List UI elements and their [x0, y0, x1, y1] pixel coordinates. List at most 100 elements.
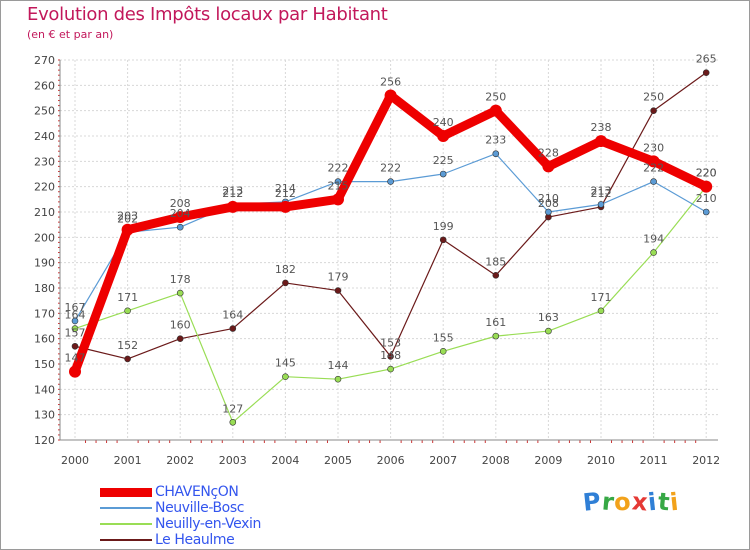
data-label: 213 [222, 184, 243, 197]
data-point [387, 178, 394, 185]
y-tick-label: 200 [34, 231, 55, 244]
data-point [545, 208, 552, 216]
y-tick-label: 180 [34, 282, 55, 295]
data-point [702, 208, 710, 216]
x-tick-label: 2000 [61, 454, 89, 467]
data-label: 153 [380, 336, 401, 349]
data-point [124, 307, 131, 315]
data-label: 213 [591, 184, 612, 197]
plot-area [60, 60, 718, 440]
data-point [437, 130, 450, 142]
data-label: 210 [538, 192, 559, 205]
y-tick-label: 210 [34, 206, 55, 219]
data-point [650, 249, 657, 256]
data-label: 208 [538, 197, 559, 210]
y-tick-label: 260 [34, 79, 55, 92]
data-label: 185 [485, 255, 506, 268]
x-tick-label: 2001 [114, 454, 142, 467]
data-label: 160 [170, 319, 191, 332]
y-tick-label: 230 [34, 155, 55, 168]
data-point [124, 355, 131, 363]
x-tick-label: 2009 [534, 454, 562, 467]
data-point [226, 200, 239, 213]
data-label: 194 [643, 233, 664, 246]
data-point [279, 200, 292, 213]
data-label: 155 [433, 331, 454, 344]
data-label: 171 [591, 291, 612, 304]
data-label: 222 [643, 162, 664, 175]
data-point [282, 373, 289, 380]
data-point [69, 365, 81, 378]
data-point [492, 272, 500, 279]
y-tick-label: 140 [34, 383, 55, 396]
logo-letter: i [668, 487, 681, 517]
y-tick-label: 160 [34, 333, 55, 346]
data-label: 202 [117, 212, 138, 225]
x-tick-label: 2010 [587, 454, 615, 467]
data-label: 230 [643, 141, 664, 154]
data-label: 179 [328, 271, 349, 284]
y-tick-label: 190 [34, 257, 55, 270]
data-label: 250 [643, 91, 664, 104]
data-label: 145 [275, 357, 296, 370]
x-tick-label: 2004 [271, 454, 299, 467]
data-point [282, 279, 289, 287]
data-point [702, 69, 710, 76]
data-point [650, 107, 657, 114]
x-tick-label: 2011 [640, 454, 668, 467]
data-label: 240 [433, 116, 454, 129]
data-label: 182 [275, 263, 296, 276]
data-point [647, 155, 660, 168]
data-point [334, 375, 342, 383]
data-label: 161 [485, 316, 506, 329]
data-label: 212 [591, 187, 612, 200]
data-point [229, 418, 237, 426]
chart-subtitle: (en € et par an) [27, 28, 114, 41]
data-point [176, 223, 184, 231]
data-point [121, 223, 134, 236]
data-label: 238 [591, 121, 612, 134]
data-label: 210 [696, 192, 717, 205]
data-label: 215 [328, 179, 349, 192]
data-point [332, 193, 344, 206]
data-label: 144 [328, 359, 349, 372]
data-point [489, 104, 502, 117]
data-point [439, 236, 447, 244]
y-tick-label: 130 [34, 409, 55, 422]
legend-swatch [100, 507, 152, 509]
legend-label: CHAVENçON [155, 484, 239, 500]
y-tick-label: 220 [34, 181, 55, 194]
y-tick-label: 270 [34, 54, 55, 67]
x-tick-label: 2006 [377, 454, 405, 467]
data-label: 171 [117, 291, 138, 304]
data-point [174, 211, 187, 224]
data-label: 208 [170, 197, 191, 210]
legend-swatch [100, 487, 152, 497]
data-point [545, 327, 552, 335]
data-point [384, 89, 397, 102]
legend-label: Neuilly-en-Vexin [155, 516, 261, 532]
data-label: 157 [65, 326, 86, 339]
data-label: 220 [696, 167, 717, 180]
data-label: 164 [222, 309, 243, 322]
data-label: 214 [275, 182, 296, 195]
data-point [597, 201, 605, 208]
data-label: 222 [380, 162, 401, 175]
proxiti-logo: Proxiti [581, 487, 681, 517]
data-label: 163 [538, 311, 559, 324]
data-point [176, 335, 184, 342]
logo-letter: P [581, 487, 604, 517]
data-label: 164 [65, 309, 86, 322]
data-point [176, 289, 184, 297]
data-label: 222 [328, 162, 349, 175]
data-label: 212 [275, 187, 296, 200]
x-tick-label: 2008 [482, 454, 510, 467]
data-point [71, 325, 79, 332]
data-point [334, 287, 342, 294]
y-tick-label: 240 [34, 130, 55, 143]
data-label: 225 [433, 154, 454, 167]
data-point [650, 178, 657, 185]
y-tick-label: 250 [34, 105, 55, 118]
data-point [597, 307, 605, 315]
